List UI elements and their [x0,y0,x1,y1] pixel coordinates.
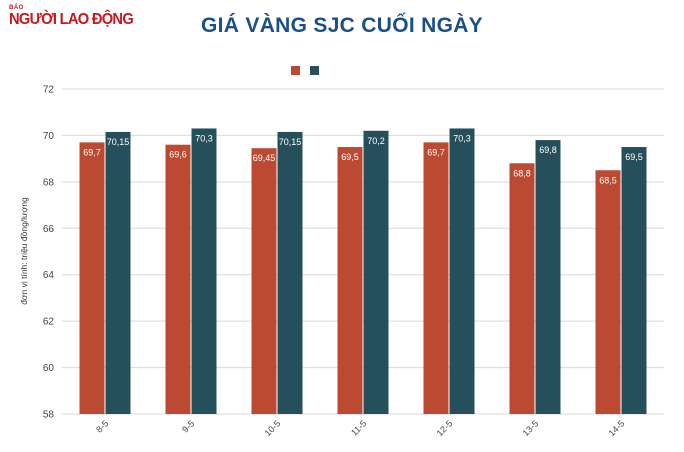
logo-top-text: BÁO [9,5,24,11]
y-tick-label: 60 [43,363,55,374]
y-tick-label: 70 [43,131,55,142]
legend-swatch-series-b [310,66,319,75]
bar [621,147,647,415]
data-label: 68,5 [599,175,617,185]
bar [165,144,191,414]
logo-main-text: NGƯỜI LAO ĐỘNG [9,11,134,28]
y-tick-label: 66 [43,224,55,235]
x-tick-label: 13-5 [521,418,541,438]
bar [535,140,561,415]
y-tick-label: 64 [43,270,55,281]
legend-swatch-series-a [291,66,300,75]
data-label: 70,15 [107,137,130,147]
bar [191,128,217,414]
newspaper-logo: BÁO NGƯỜI LAO ĐỘNG [9,5,134,33]
data-label: 69,7 [83,147,101,157]
y-tick-label: 58 [43,410,55,421]
bar [277,131,303,415]
bar [337,147,363,415]
bar [595,170,621,414]
data-label: 69,5 [625,152,643,162]
data-label: 68,8 [513,168,531,178]
bar [423,142,449,414]
chart-title: GIÁ VÀNG SJC CUỐI NGÀY [201,14,483,37]
bar [449,128,475,414]
bar [363,130,389,415]
data-label: 69,45 [253,153,276,163]
data-label: 69,6 [169,150,187,160]
y-tick-label: 68 [43,177,55,188]
y-tick-label: 72 [43,85,55,96]
bar [105,131,131,415]
bar [509,163,535,414]
data-label: 70,15 [279,137,302,147]
x-tick-label: 14-5 [607,418,627,438]
data-label: 70,3 [195,133,213,143]
x-tick-label: 12-5 [435,418,455,438]
data-label: 70,3 [453,133,471,143]
x-tick-label: 11-5 [349,418,368,437]
x-tick-label: 9-5 [180,418,196,434]
y-tick-label: 62 [43,317,55,328]
data-label: 69,5 [341,152,359,162]
data-label: 69,7 [427,147,445,157]
x-tick-label: 8-5 [94,418,110,434]
data-label: 69,8 [539,145,557,155]
x-tick-label: 10-5 [263,418,283,438]
bar [251,148,277,415]
data-label: 70,2 [367,136,385,146]
bar [79,142,105,414]
